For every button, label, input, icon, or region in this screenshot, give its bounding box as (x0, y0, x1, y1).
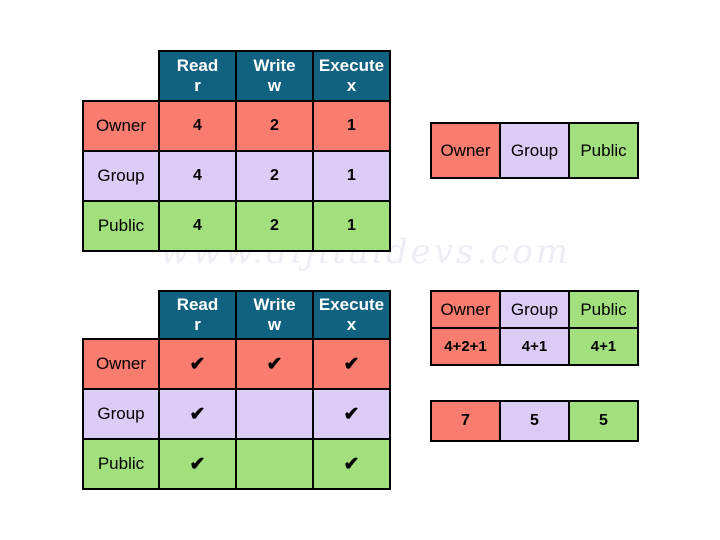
table-row: 7 5 5 (430, 400, 639, 442)
permission-check-table: Read r Write w Execute x Owner ✔ ✔ ✔ Gro… (82, 290, 391, 490)
result-public-value: 5 (568, 400, 639, 442)
table-row: Owner ✔ ✔ ✔ (82, 338, 391, 390)
col-header-read: Read r (158, 50, 237, 102)
table-row: Group 4 2 1 (82, 150, 391, 202)
col-header-execute-title: Execute (318, 294, 385, 314)
group-read-check-icon: ✔ (158, 388, 237, 440)
owner-read-check-icon: ✔ (158, 338, 237, 390)
row-label-owner: Owner (82, 100, 160, 152)
owner-write-check-icon: ✔ (235, 338, 314, 390)
group-write-empty-cell (235, 388, 314, 440)
group-execute-check-icon: ✔ (312, 388, 391, 440)
group-write-value: 2 (235, 150, 314, 202)
table-row: Public 4 2 1 (82, 200, 391, 252)
sum-header-group: Group (499, 290, 570, 329)
sum-owner-value: 4+2+1 (430, 327, 501, 366)
table-row: Owner 4 2 1 (82, 100, 391, 152)
col-header-write: Write w (235, 290, 314, 340)
octal-values-table: Read r Write w Execute x Owner 4 2 1 Gro… (82, 50, 391, 252)
corner-spacer (83, 51, 159, 101)
corner-spacer (83, 291, 159, 339)
col-header-read: Read r (158, 290, 237, 340)
row-label-owner: Owner (82, 338, 160, 390)
col-header-read-flag: r (194, 76, 201, 95)
row-label-public: Public (82, 438, 160, 490)
group-read-value: 4 (158, 150, 237, 202)
col-header-execute: Execute x (312, 290, 391, 340)
table-row: Group ✔ ✔ (82, 388, 391, 440)
public-execute-value: 1 (312, 200, 391, 252)
public-execute-check-icon: ✔ (312, 438, 391, 490)
result-group-value: 5 (499, 400, 570, 442)
owner-write-value: 2 (235, 100, 314, 152)
col-header-write-flag: w (267, 76, 282, 95)
owner-execute-check-icon: ✔ (312, 338, 391, 390)
entity-owner: Owner (430, 122, 501, 179)
octal-result-strip: 7 5 5 (430, 400, 639, 442)
col-header-read-flag: r (194, 315, 201, 334)
public-read-value: 4 (158, 200, 237, 252)
result-owner-value: 7 (430, 400, 501, 442)
row-label-group: Group (82, 388, 160, 440)
group-execute-value: 1 (312, 150, 391, 202)
col-header-write-title: Write (253, 55, 296, 75)
sum-header-public: Public (568, 290, 639, 329)
owner-execute-value: 1 (312, 100, 391, 152)
sum-header-owner: Owner (430, 290, 501, 329)
public-read-check-icon: ✔ (158, 438, 237, 490)
col-header-read-title: Read (176, 55, 219, 75)
owner-read-value: 4 (158, 100, 237, 152)
sum-public-value: 4+1 (568, 327, 639, 366)
entity-strip: Owner Group Public (430, 122, 639, 179)
row-label-public: Public (82, 200, 160, 252)
octal-sum-table: Owner Group Public 4+2+1 4+1 4+1 (430, 290, 639, 366)
row-label-group: Group (82, 150, 160, 202)
col-header-write-title: Write (253, 294, 296, 314)
col-header-execute-flag: x (346, 76, 357, 95)
col-header-read-title: Read (176, 294, 219, 314)
public-write-empty-cell (235, 438, 314, 490)
sum-group-value: 4+1 (499, 327, 570, 366)
col-header-execute-flag: x (346, 315, 357, 334)
col-header-write-flag: w (267, 315, 282, 334)
table-row: Public ✔ ✔ (82, 438, 391, 490)
public-write-value: 2 (235, 200, 314, 252)
table-row: Owner Group Public (430, 290, 639, 329)
col-header-execute-title: Execute (318, 55, 385, 75)
entity-group: Group (499, 122, 570, 179)
table-row: 4+2+1 4+1 4+1 (430, 327, 639, 366)
table-row: Owner Group Public (430, 122, 639, 179)
entity-public: Public (568, 122, 639, 179)
col-header-execute: Execute x (312, 50, 391, 102)
col-header-write: Write w (235, 50, 314, 102)
